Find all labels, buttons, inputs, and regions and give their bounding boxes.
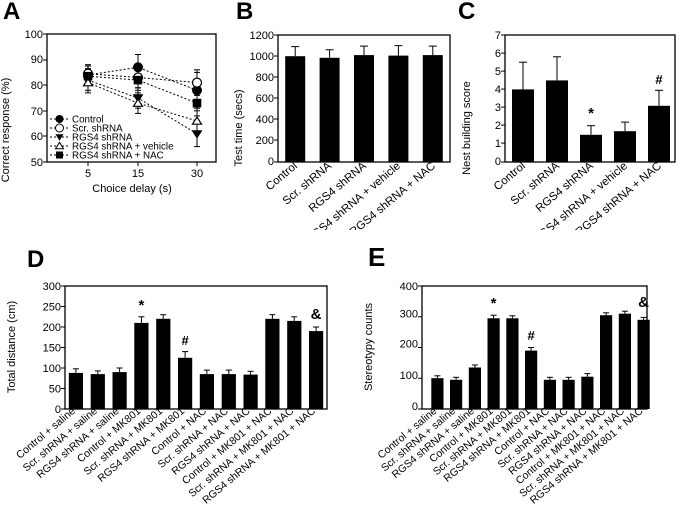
svg-text:100: 100 (25, 29, 43, 41)
svg-text:2: 2 (495, 120, 501, 132)
svg-text:30: 30 (191, 168, 203, 180)
svg-text:3: 3 (495, 102, 501, 114)
svg-text:200: 200 (43, 322, 61, 334)
svg-text:*: * (588, 105, 594, 122)
svg-text:100: 100 (400, 370, 418, 382)
svg-text:80: 80 (31, 80, 43, 92)
svg-text:*: * (491, 295, 497, 312)
svg-text:Stereotypy counts: Stereotypy counts (363, 302, 375, 391)
svg-text:0: 0 (495, 156, 501, 168)
svg-text:Nest building score: Nest building score (461, 81, 473, 175)
svg-text:50: 50 (31, 157, 43, 169)
svg-text:4: 4 (495, 84, 501, 96)
svg-text:&: & (638, 294, 649, 311)
svg-text:400: 400 (256, 114, 274, 126)
svg-text:Choice delay (s): Choice delay (s) (92, 183, 171, 195)
svg-text:300: 300 (43, 281, 61, 293)
svg-text:6: 6 (495, 48, 501, 60)
svg-text:800: 800 (256, 72, 274, 84)
svg-text:Total distance (cm): Total distance (cm) (6, 301, 18, 393)
svg-text:5: 5 (495, 66, 501, 78)
svg-text:60: 60 (31, 131, 43, 143)
svg-text:50: 50 (49, 384, 61, 396)
svg-text:300: 300 (400, 308, 418, 320)
svg-text:#: # (655, 72, 663, 87)
svg-text:600: 600 (256, 93, 274, 105)
svg-text:7: 7 (495, 30, 501, 42)
svg-text:RGS4 shRNA + NAC: RGS4 shRNA + NAC (72, 150, 164, 161)
svg-text:Correct response (%): Correct response (%) (0, 78, 12, 183)
svg-text:0: 0 (268, 156, 274, 168)
svg-text:1000: 1000 (250, 51, 274, 63)
svg-text:250: 250 (43, 302, 61, 314)
svg-text:#: # (181, 333, 189, 348)
svg-text:0: 0 (412, 401, 418, 413)
svg-text:200: 200 (400, 339, 418, 351)
svg-text:400: 400 (400, 281, 418, 293)
svg-text:&: & (311, 306, 322, 323)
svg-text:100: 100 (43, 363, 61, 375)
svg-text:5: 5 (85, 168, 91, 180)
svg-text:Test time (secs): Test time (secs) (233, 89, 245, 166)
svg-text:90: 90 (31, 54, 43, 66)
svg-text:150: 150 (43, 343, 61, 355)
svg-text:*: * (138, 297, 144, 314)
svg-text:15: 15 (132, 168, 144, 180)
svg-text:70: 70 (31, 106, 43, 118)
svg-text:1200: 1200 (250, 30, 274, 42)
svg-text:1: 1 (495, 138, 501, 150)
svg-text:200: 200 (256, 135, 274, 147)
svg-text:#: # (527, 328, 535, 343)
